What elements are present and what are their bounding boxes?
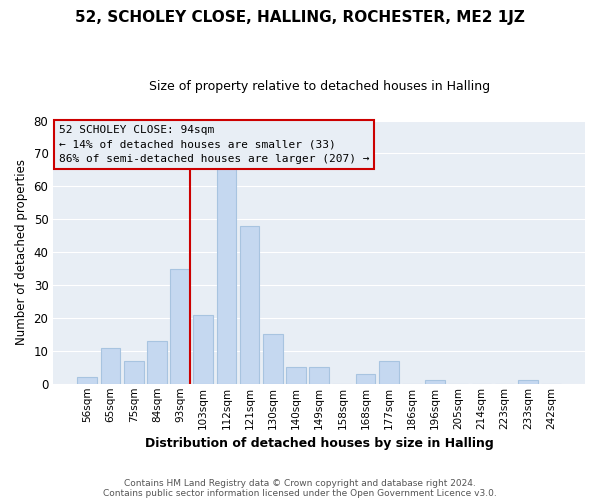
Bar — [101, 348, 121, 384]
Bar — [124, 360, 143, 384]
Bar — [147, 341, 167, 384]
Bar — [217, 164, 236, 384]
Title: Size of property relative to detached houses in Halling: Size of property relative to detached ho… — [149, 80, 490, 93]
Bar — [518, 380, 538, 384]
Bar — [356, 374, 376, 384]
Bar — [77, 377, 97, 384]
Text: 52, SCHOLEY CLOSE, HALLING, ROCHESTER, ME2 1JZ: 52, SCHOLEY CLOSE, HALLING, ROCHESTER, M… — [75, 10, 525, 25]
Bar — [240, 226, 259, 384]
Bar — [286, 368, 306, 384]
Bar — [263, 334, 283, 384]
Bar — [425, 380, 445, 384]
Bar — [379, 360, 398, 384]
Text: Contains public sector information licensed under the Open Government Licence v3: Contains public sector information licen… — [103, 488, 497, 498]
Bar — [309, 368, 329, 384]
Bar — [170, 268, 190, 384]
X-axis label: Distribution of detached houses by size in Halling: Distribution of detached houses by size … — [145, 437, 494, 450]
Text: 52 SCHOLEY CLOSE: 94sqm
← 14% of detached houses are smaller (33)
86% of semi-de: 52 SCHOLEY CLOSE: 94sqm ← 14% of detache… — [59, 124, 369, 164]
Bar — [193, 314, 213, 384]
Text: Contains HM Land Registry data © Crown copyright and database right 2024.: Contains HM Land Registry data © Crown c… — [124, 478, 476, 488]
Y-axis label: Number of detached properties: Number of detached properties — [15, 159, 28, 345]
